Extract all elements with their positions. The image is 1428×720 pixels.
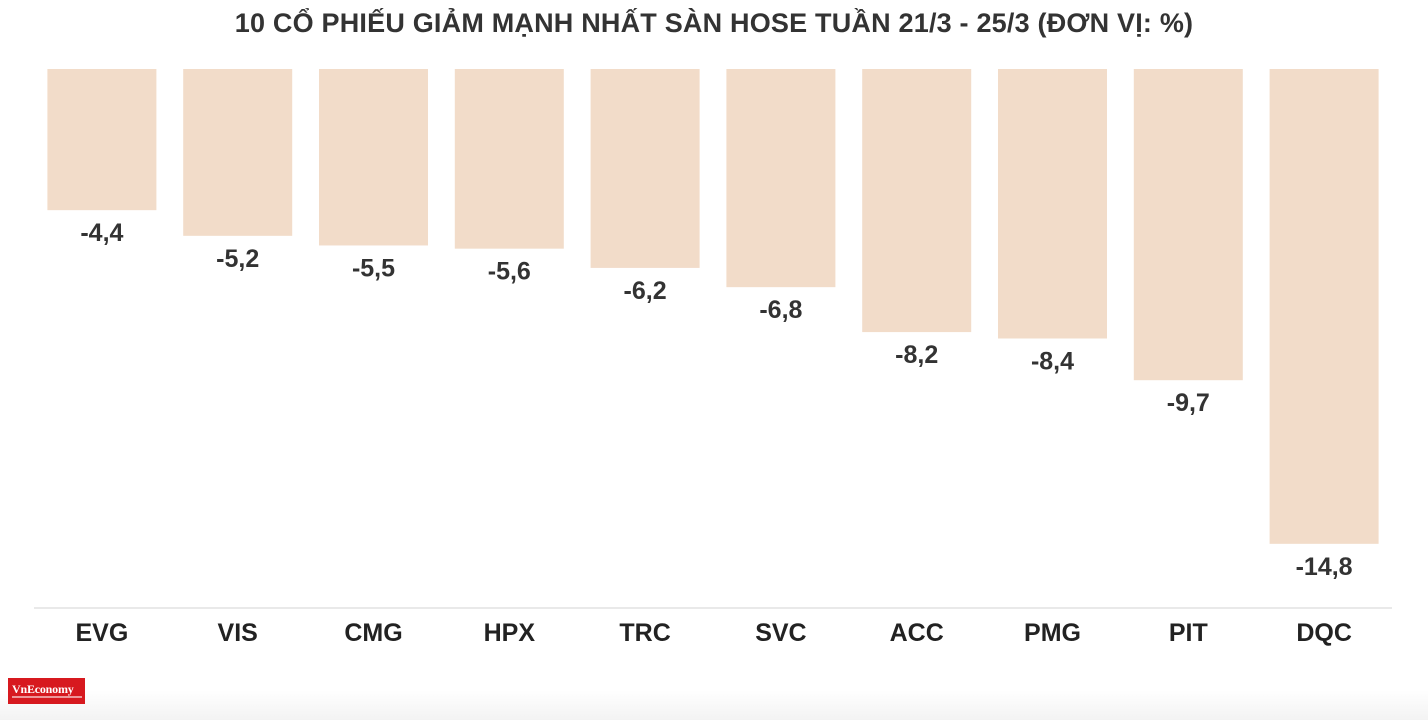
data-label-cmg: -5,5 bbox=[352, 254, 395, 282]
bar-pmg bbox=[998, 69, 1107, 339]
x-tick-label-hpx: HPX bbox=[484, 619, 536, 647]
chart-title: 10 CỔ PHIẾU GIẢM MẠNH NHẤT SÀN HOSE TUẦN… bbox=[234, 8, 1194, 38]
bar-hpx bbox=[454, 69, 564, 249]
bar-dqc bbox=[1269, 69, 1379, 544]
bar-svc bbox=[726, 69, 836, 288]
data-label-pit: -9,7 bbox=[1167, 389, 1210, 417]
x-tick-label-acc: ACC bbox=[890, 619, 944, 647]
x-tick-label-cmg: CMG bbox=[344, 619, 402, 647]
bar-pit bbox=[1133, 69, 1243, 381]
x-tick-label-vis: VIS bbox=[218, 619, 258, 647]
data-label-hpx: -5,6 bbox=[488, 258, 531, 286]
x-tick-label-trc: TRC bbox=[619, 619, 670, 647]
x-tick-label-svc: SVC bbox=[755, 619, 806, 647]
bar-evg bbox=[47, 69, 157, 211]
x-tick-label-evg: EVG bbox=[76, 619, 129, 647]
data-label-pmg: -8,4 bbox=[1031, 348, 1074, 376]
data-label-dqc: -14,8 bbox=[1296, 553, 1353, 581]
bar-trc bbox=[590, 69, 700, 268]
x-tick-label-dqc: DQC bbox=[1296, 619, 1352, 647]
data-label-acc: -8,2 bbox=[895, 341, 938, 369]
logo-text: VnEconomy bbox=[12, 682, 74, 696]
x-tick-label-pmg: PMG bbox=[1024, 619, 1081, 647]
logo-tagline bbox=[12, 696, 82, 698]
bar-cmg bbox=[319, 69, 428, 246]
x-tick-label-pit: PIT bbox=[1169, 619, 1208, 647]
data-label-svc: -6,8 bbox=[759, 296, 802, 324]
bar-vis bbox=[183, 69, 293, 236]
data-label-trc: -6,2 bbox=[624, 277, 667, 305]
data-label-vis: -5,2 bbox=[216, 245, 259, 273]
bar-acc bbox=[862, 69, 972, 333]
data-label-evg: -4,4 bbox=[80, 219, 123, 247]
vneconomy-logo: VnEconomy bbox=[8, 678, 85, 704]
